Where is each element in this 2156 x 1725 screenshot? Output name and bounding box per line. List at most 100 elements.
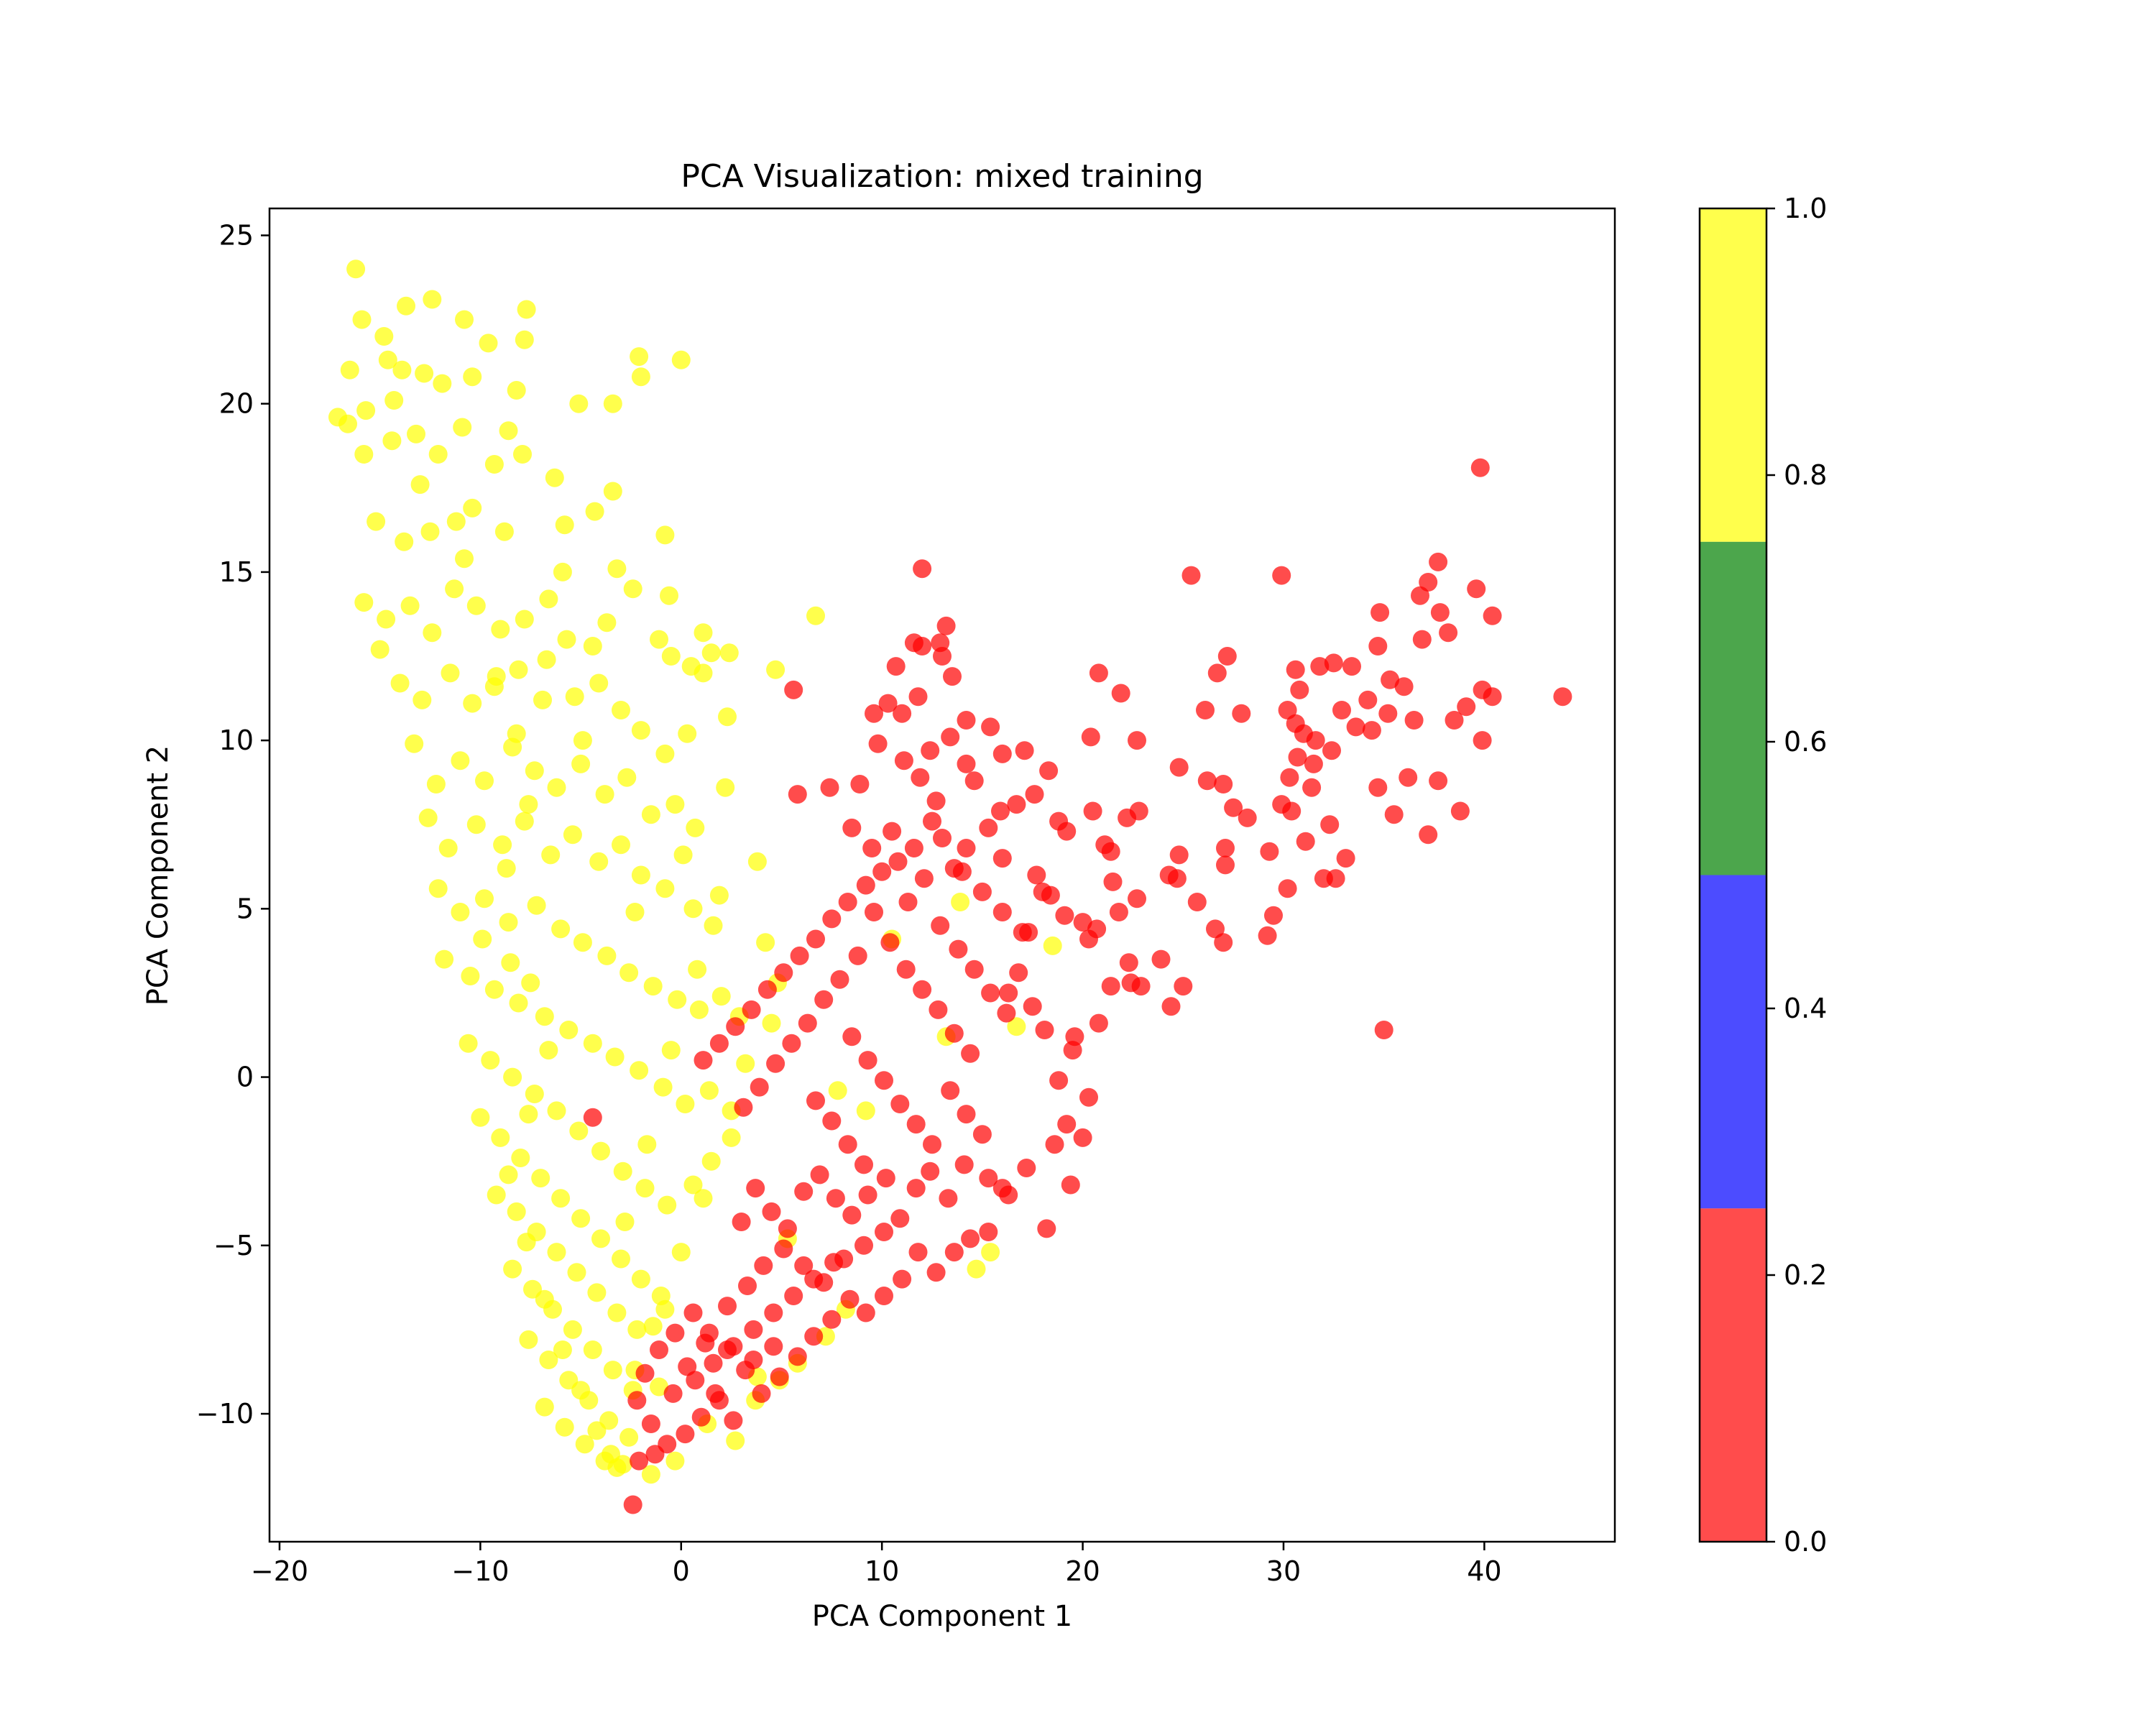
colorbar: 0.0 0.2 0.4 0.6 0.8 1.0 — [1698, 193, 1827, 1558]
scatter-point — [1089, 1013, 1108, 1033]
scatter-point — [893, 704, 912, 723]
scatter-point — [537, 650, 556, 669]
scatter-point — [367, 512, 386, 531]
scatter-point — [354, 445, 374, 464]
scatter-point — [665, 1451, 685, 1471]
scatter-point — [747, 852, 767, 871]
scatter-point — [894, 751, 913, 770]
scatter-point — [774, 963, 793, 983]
scatter-point — [481, 1051, 500, 1070]
y-axis-label: PCA Component 2 — [142, 745, 175, 1006]
scatter-point — [615, 1213, 635, 1231]
scatter-point — [627, 1391, 647, 1410]
scatter-point — [1411, 586, 1429, 605]
x-tick-label: −20 — [251, 1555, 308, 1587]
scatter-point — [565, 687, 584, 707]
scatter-point — [378, 350, 397, 369]
scatter-point — [1095, 835, 1115, 855]
scatter-point — [1419, 573, 1438, 592]
scatter-point — [583, 1340, 602, 1359]
scatter-point — [395, 532, 414, 551]
scatter-point — [722, 1128, 741, 1147]
scatter-point — [824, 1253, 844, 1272]
scatter-point — [533, 690, 552, 709]
scatter-point — [678, 724, 697, 743]
scatter-point — [686, 818, 705, 837]
scatter-point — [635, 1179, 655, 1198]
scatter-point — [370, 640, 390, 659]
scatter-point — [711, 987, 731, 1006]
scatter-point — [790, 946, 809, 965]
scatter-point — [612, 701, 630, 719]
scatter-point — [1073, 913, 1092, 932]
scatter-point — [1214, 775, 1233, 794]
scatter-point — [676, 1425, 695, 1444]
scatter-point — [571, 1209, 591, 1228]
plot-frame — [268, 207, 1616, 1543]
scatter-point — [499, 1165, 518, 1184]
scatter-point — [850, 775, 870, 794]
scatter-point — [689, 1000, 709, 1019]
scatter-point — [1381, 670, 1400, 689]
scatter-point — [1332, 701, 1351, 719]
scatter-point — [587, 1421, 607, 1440]
scatter-point — [1128, 889, 1146, 908]
scatter-point — [603, 482, 622, 501]
scatter-point — [507, 724, 526, 743]
scatter-point — [1007, 1017, 1026, 1036]
scatter-point — [784, 1287, 803, 1305]
scatter-point — [487, 1185, 506, 1205]
scatter-point — [929, 1000, 948, 1019]
scatter-point — [842, 1205, 862, 1225]
scatter-point — [883, 822, 902, 841]
scatter-point — [555, 515, 574, 535]
scatter-point — [455, 310, 474, 329]
scatter-point — [1015, 741, 1034, 760]
colorbar-segment — [1700, 208, 1766, 542]
scatter-point — [645, 1445, 665, 1464]
scatter-point — [405, 734, 424, 753]
scatter-point — [746, 1179, 765, 1198]
scatter-point — [1035, 1021, 1054, 1039]
scatter-point — [637, 1135, 657, 1154]
scatter-point — [597, 613, 617, 632]
scatter-point — [671, 1243, 691, 1262]
scatter-point — [643, 977, 663, 996]
scatter-point — [1412, 630, 1432, 649]
scatter-point — [913, 980, 932, 999]
scatter-point — [1017, 1159, 1036, 1177]
scatter-point — [688, 960, 707, 979]
scatter-point — [1358, 690, 1378, 709]
scatter-point — [612, 1249, 630, 1269]
scatter-point — [921, 1162, 940, 1181]
scatter-point — [876, 1169, 895, 1188]
scatter-point — [1023, 997, 1042, 1016]
scatter-point — [1439, 623, 1458, 643]
scatter-point — [591, 1229, 610, 1248]
x-tick-label: 30 — [1266, 1555, 1301, 1587]
scatter-point — [1260, 842, 1279, 861]
scatter-point — [1181, 566, 1201, 585]
scatter-point — [519, 1330, 538, 1349]
scatter-point — [1374, 1021, 1393, 1039]
scatter-point — [607, 1303, 627, 1322]
scatter-point — [390, 673, 410, 693]
scatter-point — [503, 1067, 522, 1087]
scatter-series-1 — [583, 458, 1572, 1514]
scatter-point — [896, 960, 916, 979]
scatter-point — [571, 1381, 591, 1400]
scatter-point — [1214, 933, 1233, 952]
scatter-point — [1073, 1128, 1092, 1147]
scatter-point — [732, 1213, 751, 1231]
scatter-point — [1238, 808, 1257, 827]
colorbar-tick-label: 1.0 — [1784, 193, 1827, 224]
scatter-point — [435, 949, 454, 969]
scatter-point — [806, 1091, 825, 1110]
scatter-point — [1007, 795, 1026, 814]
scatter-point — [931, 916, 950, 935]
scatter-point — [961, 1044, 980, 1063]
scatter-point — [623, 1495, 642, 1514]
scatter-point — [1429, 552, 1448, 571]
scatter-point — [872, 862, 892, 881]
